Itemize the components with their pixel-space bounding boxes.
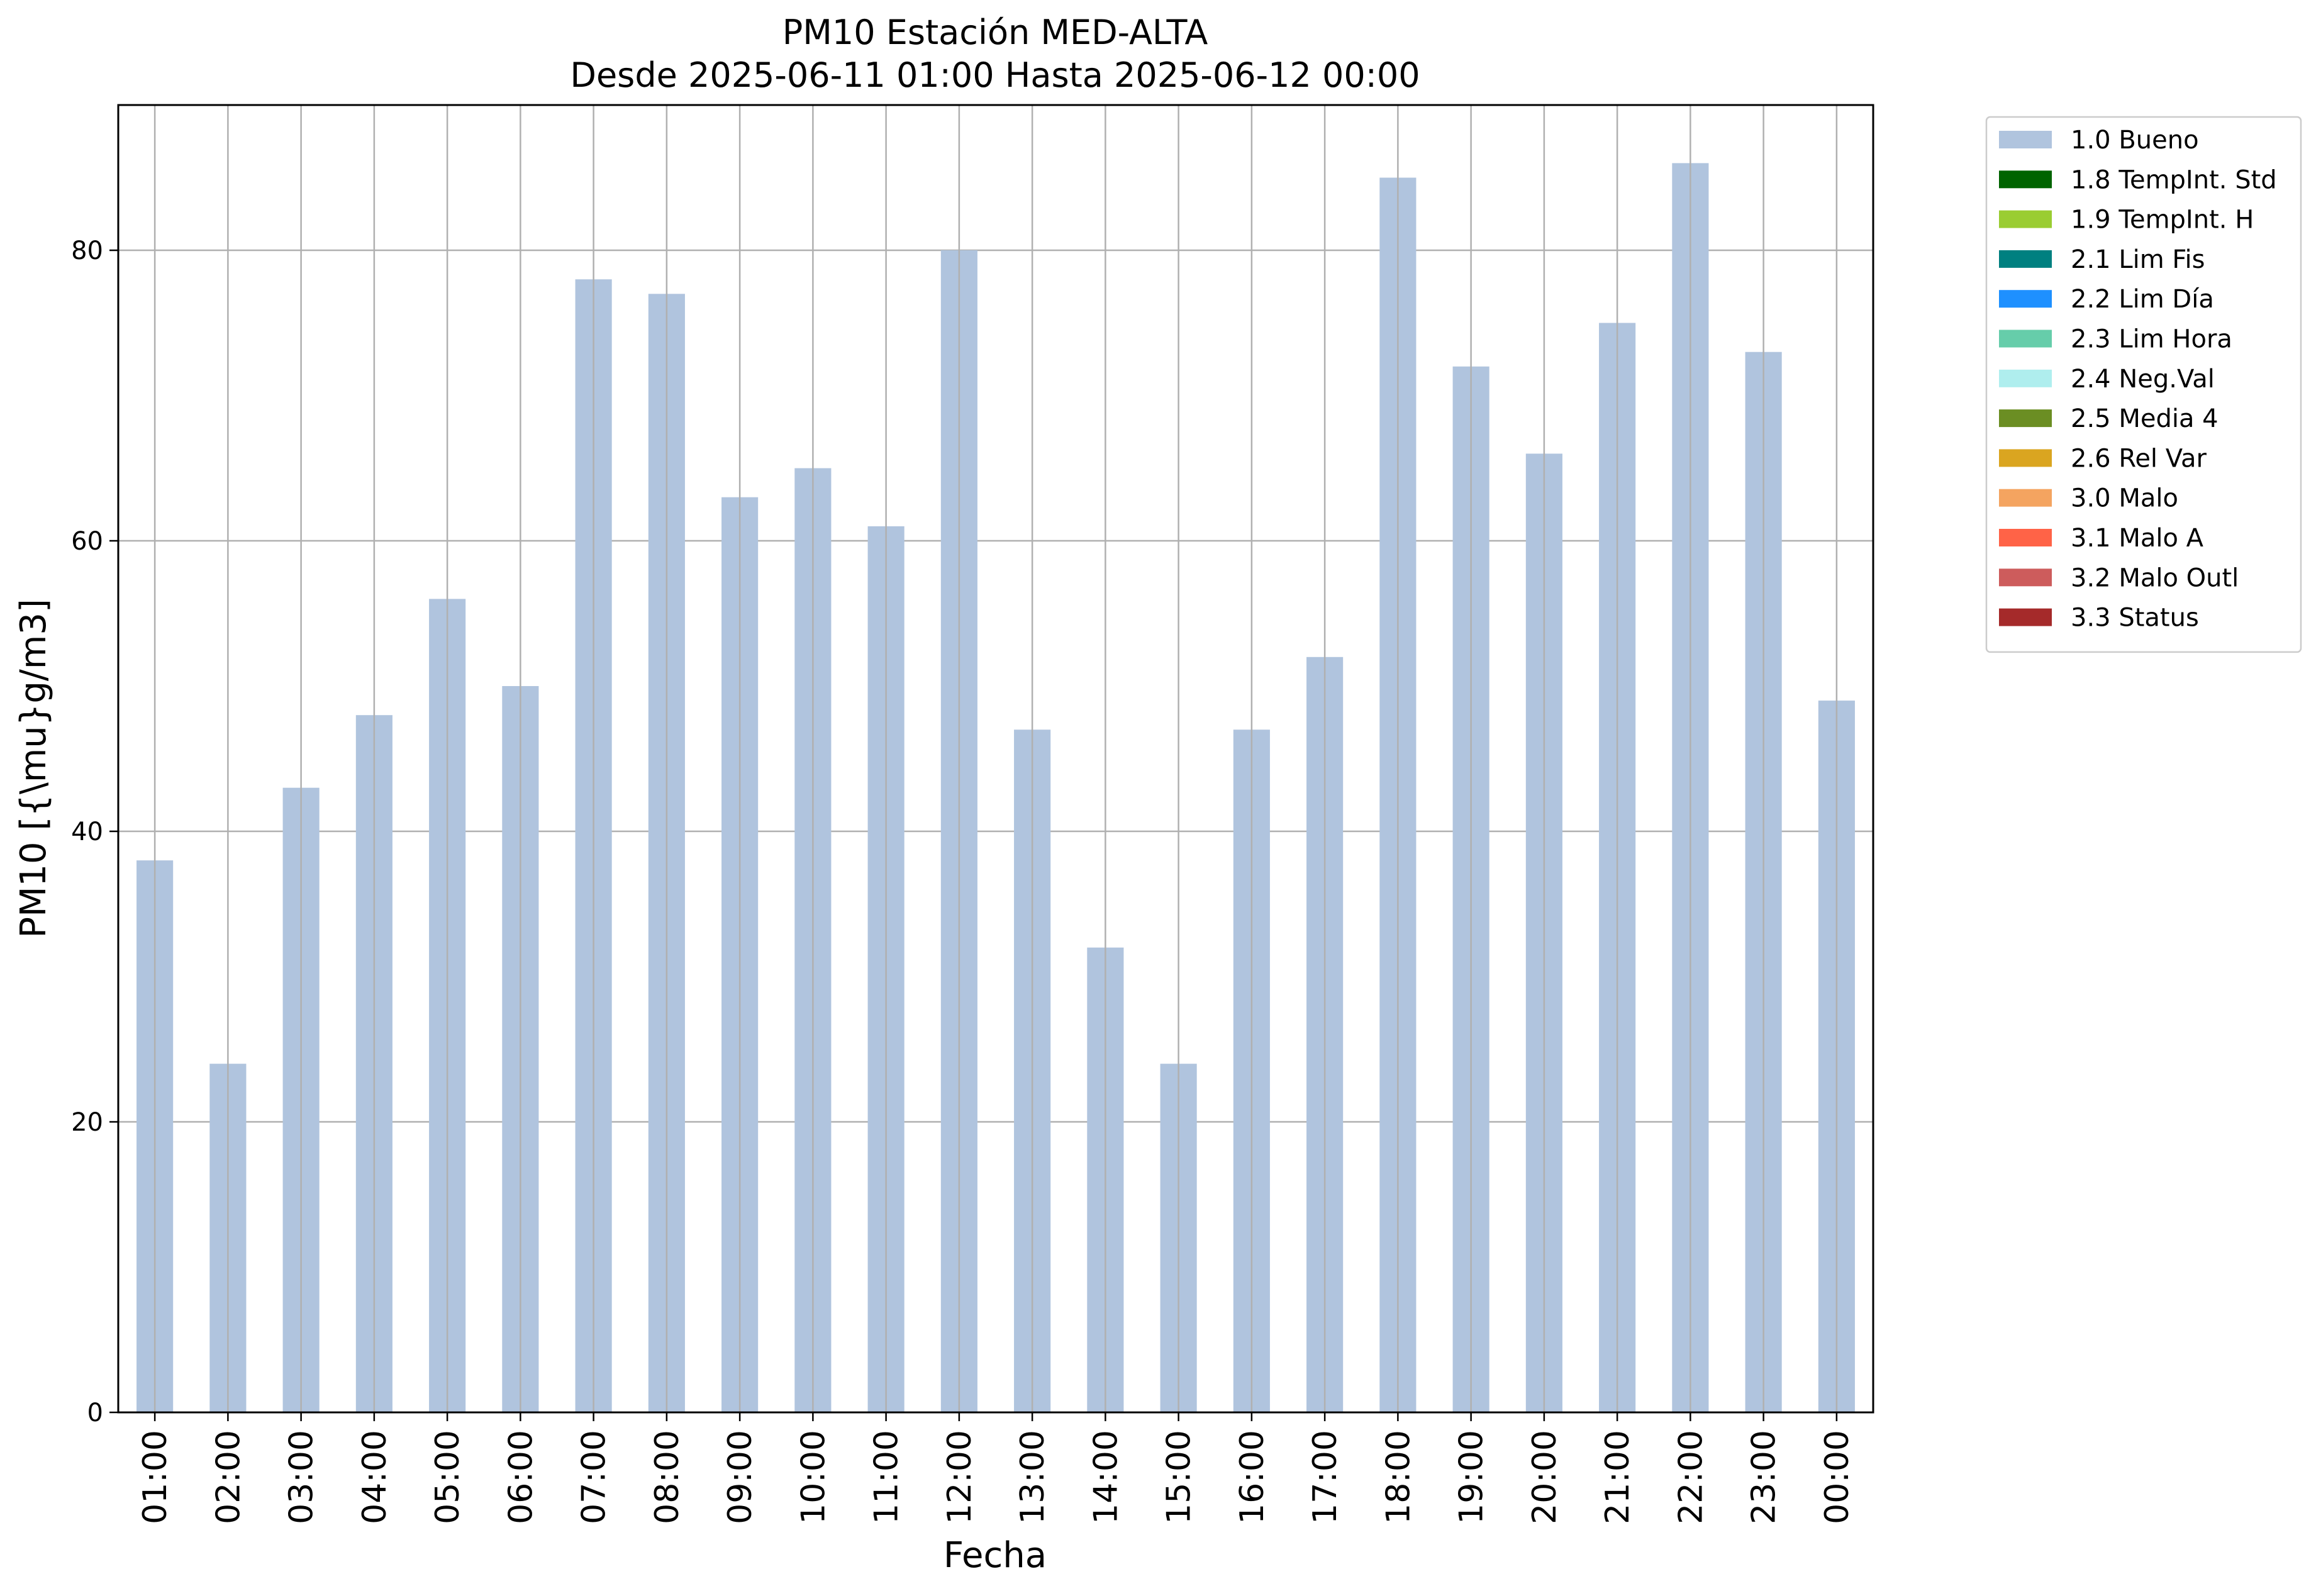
x-tick-label: 12:00 <box>941 1430 979 1524</box>
legend-label: 1.8 TempInt. Std <box>2071 165 2277 194</box>
chart-title: PM10 Estación MED-ALTA <box>782 13 1208 52</box>
legend-swatch <box>1999 369 2052 387</box>
x-tick-label: 06:00 <box>502 1430 540 1524</box>
x-tick-label: 10:00 <box>794 1430 832 1524</box>
x-tick-label: 02:00 <box>209 1430 247 1524</box>
x-tick-label: 16:00 <box>1233 1430 1271 1524</box>
legend-swatch <box>1999 608 2052 626</box>
legend-swatch <box>1999 449 2052 467</box>
legend-label: 2.2 Lim Día <box>2071 285 2214 314</box>
x-tick-label: 08:00 <box>649 1430 686 1524</box>
y-axis-ticks: 0 20 40 60 80 <box>71 236 118 1427</box>
x-tick-label: 03:00 <box>283 1430 321 1524</box>
legend-swatch <box>1999 131 2052 148</box>
legend-label: 2.3 Lim Hora <box>2071 325 2232 354</box>
x-tick-label: 19:00 <box>1453 1430 1491 1524</box>
x-tick-label: 07:00 <box>576 1430 613 1524</box>
x-tick-label: 01:00 <box>136 1430 174 1524</box>
x-tick-label: 21:00 <box>1599 1430 1637 1524</box>
x-tick-label: 17:00 <box>1306 1430 1344 1524</box>
y-tick-label: 60 <box>71 527 103 556</box>
x-tick-label: 00:00 <box>1818 1430 1856 1524</box>
x-tick-label: 15:00 <box>1161 1430 1198 1524</box>
vertical-grid <box>153 105 1838 1412</box>
legend-swatch <box>1999 170 2052 189</box>
legend-label: 1.0 Bueno <box>2071 126 2199 155</box>
y-tick-label: 80 <box>71 236 103 265</box>
x-tick-label: 22:00 <box>1672 1430 1710 1524</box>
x-tick-label: 20:00 <box>1526 1430 1564 1524</box>
y-axis-label: PM10 [{\mu}g/m3] <box>13 599 54 938</box>
legend-label: 3.1 Malo A <box>2071 524 2204 553</box>
legend-swatch <box>1999 330 2052 348</box>
x-tick-label: 23:00 <box>1745 1430 1783 1524</box>
legend-label: 3.2 Malo Outl <box>2071 563 2239 592</box>
plot-frame <box>117 104 1874 1414</box>
legend-swatch <box>1999 489 2052 507</box>
legend-swatch <box>1999 409 2052 428</box>
legend-box <box>1985 116 2302 653</box>
chart-subtitle: Desde 2025-06-11 01:00 Hasta 2025-06-12 … <box>570 55 1420 95</box>
legend-swatch <box>1999 290 2052 308</box>
legend-swatch <box>1999 568 2052 587</box>
x-tick-label: 13:00 <box>1014 1430 1052 1524</box>
y-tick-label: 40 <box>71 817 103 846</box>
x-tick-label: 09:00 <box>721 1430 759 1524</box>
legend-swatch <box>1999 250 2052 268</box>
legend-label: 3.3 Status <box>2071 604 2199 633</box>
legend-swatch <box>1999 529 2052 546</box>
legend-label: 2.6 Rel Var <box>2071 444 2207 473</box>
legend-label: 2.1 Lim Fis <box>2071 245 2205 274</box>
y-tick-label: 0 <box>87 1399 103 1427</box>
x-axis-label: Fecha <box>944 1535 1047 1576</box>
x-tick-label: 05:00 <box>429 1430 467 1524</box>
y-tick-label: 20 <box>71 1108 103 1137</box>
legend-label: 2.4 Neg.Val <box>2071 365 2215 394</box>
legend-label: 3.0 Malo <box>2071 484 2178 513</box>
x-tick-label: 14:00 <box>1087 1430 1125 1524</box>
legend-label: 2.5 Media 4 <box>2071 404 2219 433</box>
x-tick-label: 18:00 <box>1379 1430 1417 1524</box>
legend-swatch <box>1999 210 2052 228</box>
x-tick-label: 11:00 <box>868 1430 906 1524</box>
x-axis-ticks: 01:00 02:00 03:00 04:00 05:00 06:00 07:00 08:00… <box>136 1412 1856 1524</box>
legend-label: 1.9 TempInt. H <box>2071 206 2254 235</box>
legend: 1.0 Bueno 1.8 TempInt. Std 1.9 TempInt. H 2… <box>1985 116 2302 653</box>
x-tick-label: 04:00 <box>356 1430 394 1524</box>
